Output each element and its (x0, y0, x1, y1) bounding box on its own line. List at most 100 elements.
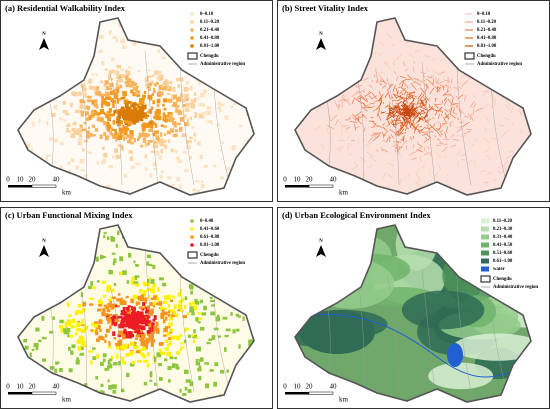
grid-cell (111, 288, 115, 293)
legend-label: 0.81~1.00 (200, 243, 220, 248)
grid-cell (196, 346, 201, 352)
grid-cell (192, 301, 195, 305)
street-segment (417, 109, 424, 116)
grid-cell (68, 314, 72, 317)
street-segment (497, 170, 503, 174)
grid-cell (107, 116, 111, 122)
grid-cell (147, 305, 151, 310)
street-segment (443, 99, 448, 106)
grid-cell (135, 162, 141, 166)
grid-cell (113, 305, 117, 308)
grid-cell (199, 299, 204, 304)
legend-label: 0.11~0.20 (477, 20, 497, 25)
street-segment (360, 97, 368, 103)
grid-cell (150, 150, 156, 153)
street-segment (362, 102, 367, 107)
grid-cell (176, 156, 181, 161)
street-segment (457, 94, 464, 100)
grid-cell (123, 315, 127, 320)
grid-cell (106, 284, 112, 290)
grid-cell (77, 345, 82, 351)
street-segment (435, 76, 437, 83)
legend-label: Chengdu (477, 54, 496, 59)
street-segment (384, 132, 387, 137)
grid-cell (124, 122, 128, 126)
grid-cell (152, 304, 156, 308)
grid-cell (163, 114, 167, 118)
grid-cell (237, 315, 241, 318)
grid-cell (176, 350, 180, 356)
legend-swatch (190, 227, 194, 231)
grid-cell (248, 339, 254, 343)
street-segment (396, 90, 399, 95)
grid-cell (195, 358, 198, 363)
street-segment (433, 123, 436, 127)
grid-cell (117, 340, 120, 344)
grid-cell (139, 320, 144, 323)
grid-cell (166, 294, 171, 300)
grid-cell (107, 345, 112, 349)
grid-cell (103, 113, 107, 116)
grid-cell (130, 352, 134, 356)
street-segment (398, 107, 405, 111)
grid-cell (68, 334, 74, 338)
grid-cell (122, 124, 125, 128)
grid-cell (103, 131, 107, 136)
grid-cell (116, 98, 120, 101)
street-segment (443, 155, 446, 158)
street-segment (441, 100, 444, 104)
grid-cell (131, 309, 136, 314)
grid-cell (77, 138, 83, 144)
grid-cell (108, 70, 112, 76)
street-segment (399, 132, 407, 135)
grid-cell (90, 280, 93, 286)
eco-zone (428, 362, 494, 390)
street-segment (450, 103, 456, 106)
street-segment (504, 103, 511, 110)
grid-cell (153, 301, 156, 305)
grid-cell (138, 116, 141, 121)
grid-cell (221, 141, 225, 145)
grid-cell (137, 317, 142, 322)
legend-label: 0.21~0.30 (493, 227, 513, 232)
grid-cell (95, 73, 98, 77)
street-segment (458, 86, 462, 90)
street-segment (383, 61, 391, 69)
street-segment (455, 95, 458, 98)
grid-cell (160, 312, 165, 317)
grid-cell (192, 188, 197, 192)
grid-cell (174, 149, 178, 154)
street-segment (443, 97, 448, 101)
street-segment (392, 25, 394, 27)
street-segment (426, 124, 429, 127)
map-region (18, 18, 254, 195)
grid-cell (95, 376, 99, 380)
grid-cell (107, 75, 111, 80)
admin-boundary (144, 50, 159, 186)
north-arrow (316, 38, 326, 50)
admin-boundary (109, 286, 123, 393)
grid-cell (171, 295, 175, 298)
grid-cell (198, 365, 202, 369)
street-segment (415, 77, 418, 80)
grid-cell (142, 317, 147, 322)
street-segment (436, 87, 442, 93)
grid-cell (144, 83, 150, 87)
scale-bar (8, 185, 32, 188)
grid-cell (174, 133, 178, 137)
street-segment (504, 154, 512, 160)
grid-cell (140, 297, 145, 302)
grid-cell (117, 293, 121, 296)
admin-boundary (144, 249, 159, 393)
scale-label: 20 (306, 383, 314, 391)
grid-cell (148, 323, 152, 328)
grid-cell (163, 319, 166, 324)
street-segment (354, 111, 362, 118)
grid-cell (124, 115, 130, 120)
grid-cell (150, 322, 155, 326)
grid-cell (187, 104, 190, 108)
grid-cell (133, 313, 137, 316)
chengdu-boundary (17, 224, 255, 403)
street-segment (368, 84, 371, 87)
street-segment (388, 135, 390, 143)
